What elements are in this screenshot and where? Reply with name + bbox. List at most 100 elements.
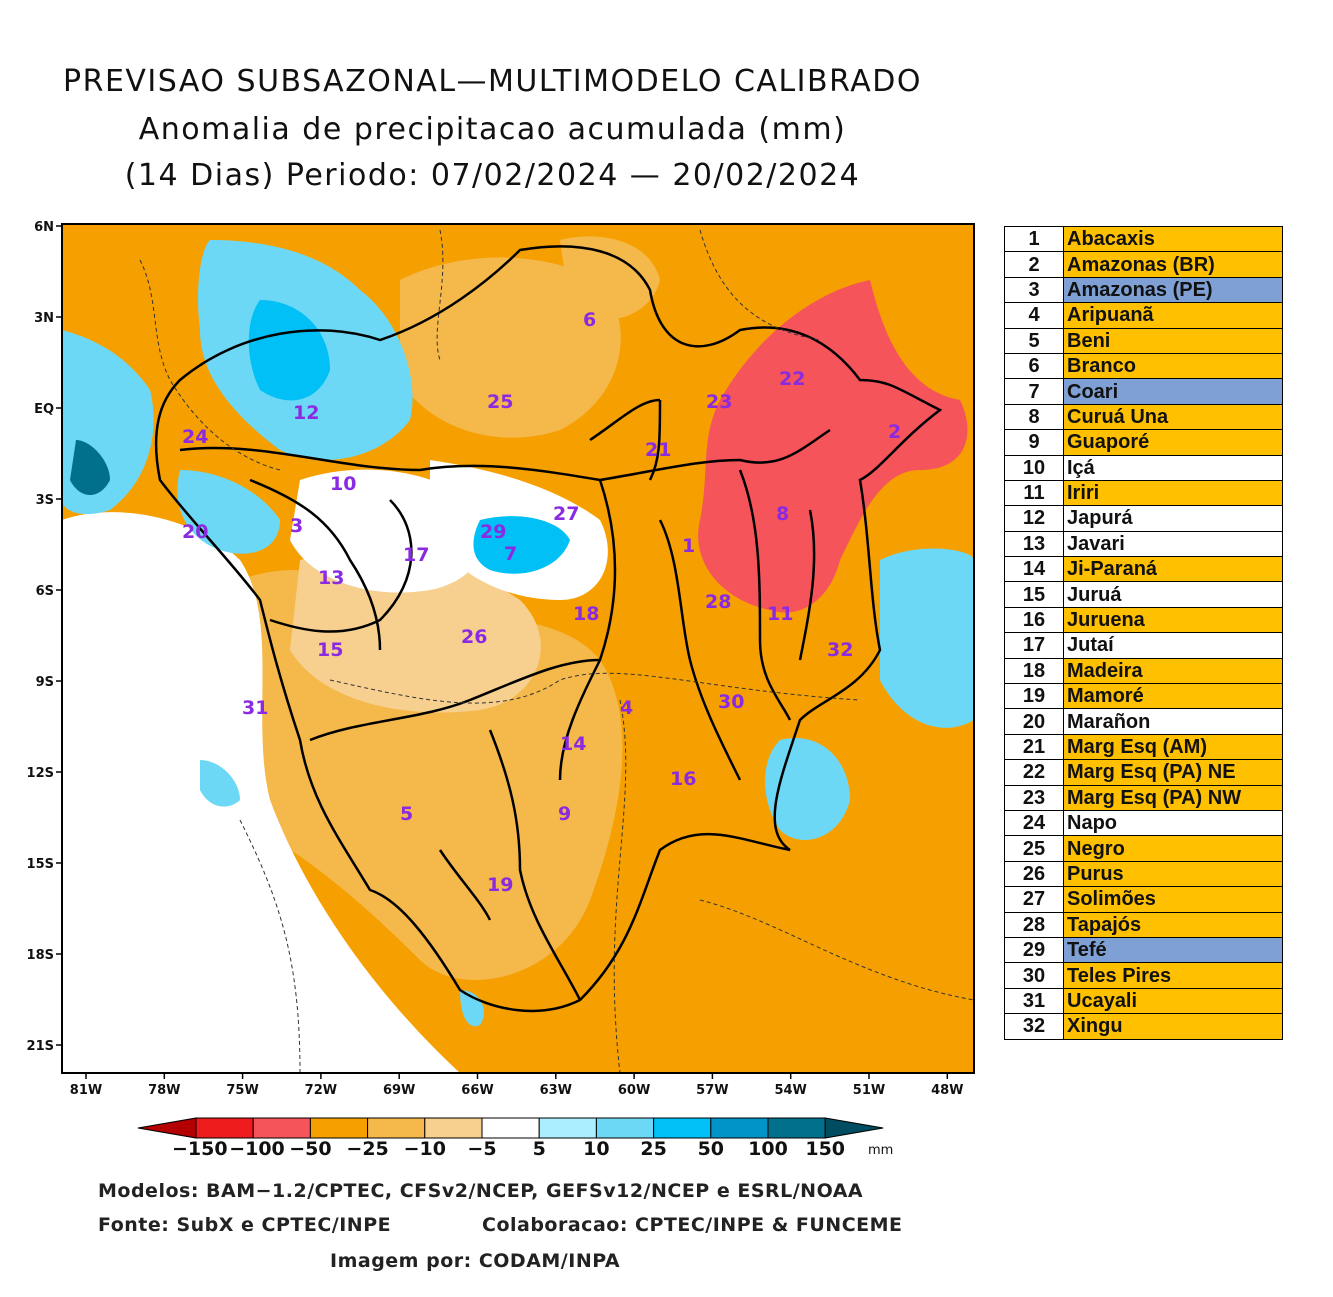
legend-row-basin-name: Napo (1063, 809, 1283, 837)
legend-row: 23 Marg Esq (PA) NW (1004, 784, 1283, 811)
legend-row-basin-name: Içá (1063, 454, 1283, 481)
footer-source: Fonte: SubX e CPTEC/INPE (98, 1214, 392, 1236)
legend-row-number: 4 (1004, 302, 1064, 329)
legend-row-number: 24 (1004, 809, 1064, 837)
colorbar-tick-label: −25 (346, 1138, 389, 1160)
legend-row-basin-name: Marg Esq (AM) (1063, 733, 1283, 761)
legend-row-number: 19 (1004, 683, 1064, 710)
legend-row-number: 27 (1004, 886, 1064, 913)
precipitation-map: 6N 3N EQ 3S 6S 9S 12S 15S 18S 21S 81W 78W 75W 72W 69W… (27, 220, 975, 1098)
legend-row-basin-name: Juruá (1063, 581, 1283, 608)
basin-label-31: 31 (242, 697, 268, 719)
lat-tick-label: 18S (27, 948, 54, 963)
basin-label-23: 23 (706, 391, 732, 413)
basin-label-11: 11 (767, 603, 793, 625)
legend-row: 32 Xingu (1004, 1013, 1283, 1040)
legend-row: 5 Beni (1004, 327, 1283, 354)
colorbar-cell (367, 1117, 426, 1139)
legend-row-basin-name: Amazonas (PE) (1063, 276, 1283, 304)
legend-row: 27 Solimões (1004, 886, 1283, 913)
legend-row-number: 17 (1004, 632, 1064, 659)
lat-tick-label: 3S (36, 493, 54, 508)
legend-row-basin-name: Marg Esq (PA) NE (1063, 759, 1283, 786)
footer-collaboration: Colaboracao: CPTEC/INPE & FUNCEME (482, 1214, 903, 1236)
legend-row-basin-name: Juruena (1063, 606, 1283, 634)
legend-row: 24 Napo (1004, 809, 1283, 837)
legend-row-basin-name: Ji-Paraná (1063, 556, 1283, 583)
legend-row-basin-name: Branco (1063, 352, 1283, 380)
legend-row: 21 Marg Esq (AM) (1004, 733, 1283, 761)
legend-row-number: 7 (1004, 378, 1064, 405)
basin-label-15: 15 (317, 639, 343, 661)
footer-models: Modelos: BAM−1.2/CPTEC, CFSv2/NCEP, GEFS… (98, 1180, 864, 1202)
basin-label-9: 9 (558, 803, 571, 825)
basin-label-6: 6 (583, 309, 596, 331)
basin-label-17: 17 (403, 544, 429, 566)
legend-row-basin-name: Tapajós (1063, 911, 1283, 938)
legend-row-basin-name: Teles Pires (1063, 962, 1283, 989)
legend-row-basin-name: Amazonas (BR) (1063, 251, 1283, 278)
legend-row-basin-name: Aripuanã (1063, 302, 1283, 329)
legend-row-number: 9 (1004, 429, 1064, 456)
legend-row-number: 29 (1004, 936, 1064, 964)
legend-row: 6 Branco (1004, 352, 1283, 380)
lat-tick-label: 6N (34, 220, 54, 235)
colorbar-tick-label: 150 (805, 1138, 846, 1160)
basin-label-10: 10 (330, 473, 356, 495)
colorbar (137, 1117, 884, 1139)
legend-row-basin-name: Jutaí (1063, 632, 1283, 659)
colorbar-tick-label: −5 (467, 1138, 497, 1160)
colorbar-tick-label: 5 (532, 1138, 546, 1160)
legend-row-number: 1 (1004, 225, 1064, 253)
legend-row: 10 Içá (1004, 454, 1283, 481)
legend-row: 15 Juruá (1004, 581, 1283, 608)
legend-row-basin-name: Iriri (1063, 479, 1283, 507)
legend-row-number: 10 (1004, 454, 1064, 481)
basin-label-7: 7 (504, 543, 517, 565)
lon-tick-label: 75W (226, 1083, 258, 1098)
map-subtitle: Anomalia de precipitacao acumulada (mm) (138, 112, 847, 147)
legend-row: 16 Juruena (1004, 606, 1283, 634)
basin-boundaries (154, 245, 943, 1013)
basin-label-20: 20 (182, 521, 208, 543)
legend-row-basin-name: Xingu (1063, 1013, 1283, 1040)
lon-tick-label: 63W (540, 1083, 572, 1098)
legend-row: 3 Amazonas (PE) (1004, 276, 1283, 304)
legend-row-number: 6 (1004, 352, 1064, 380)
legend-row: 26 Purus (1004, 860, 1283, 888)
basin-label-21: 21 (645, 439, 671, 461)
legend-row-number: 32 (1004, 1013, 1064, 1040)
legend-row-number: 31 (1004, 987, 1064, 1015)
legend-row: 20 Marañon (1004, 708, 1283, 735)
colorbar-cell (252, 1117, 311, 1139)
basin-label-4: 4 (620, 697, 633, 719)
legend-row-basin-name: Japurá (1063, 505, 1283, 532)
legend-row: 11 Iriri (1004, 479, 1283, 507)
legend-row-basin-name: Marañon (1063, 708, 1283, 735)
colorbar-cell (195, 1117, 254, 1139)
legend-row: 13 Javari (1004, 530, 1283, 558)
legend-row-number: 21 (1004, 733, 1064, 761)
colorbar-arrow-low (137, 1117, 197, 1139)
basin-label-24: 24 (182, 426, 208, 448)
basin-label-18: 18 (573, 603, 599, 625)
legend-row-number: 8 (1004, 403, 1064, 431)
colorbar-cell (424, 1117, 483, 1139)
legend-row: 18 Madeira (1004, 657, 1283, 685)
legend-row-number: 25 (1004, 835, 1064, 862)
legend-row-basin-name: Marg Esq (PA) NW (1063, 784, 1283, 811)
legend-row-number: 3 (1004, 276, 1064, 304)
legend-row-number: 15 (1004, 581, 1064, 608)
colorbar-unit: mm (868, 1143, 894, 1158)
legend-row-number: 12 (1004, 505, 1064, 532)
lon-axis: 81W 78W 75W 72W 69W 66W 63W 60W 57W 54W 51W 48W (70, 1073, 964, 1098)
lon-tick-label: 60W (618, 1083, 650, 1098)
legend-row-number: 26 (1004, 860, 1064, 888)
basin-label-19: 19 (487, 874, 513, 896)
legend-row-number: 13 (1004, 530, 1064, 558)
legend-row-basin-name: Beni (1063, 327, 1283, 354)
colorbar-tick-label: −150 (172, 1138, 228, 1160)
colorbar-cell (595, 1117, 655, 1139)
legend-row: 12 Japurá (1004, 505, 1283, 532)
legend-row-basin-name: Coari (1063, 378, 1283, 405)
